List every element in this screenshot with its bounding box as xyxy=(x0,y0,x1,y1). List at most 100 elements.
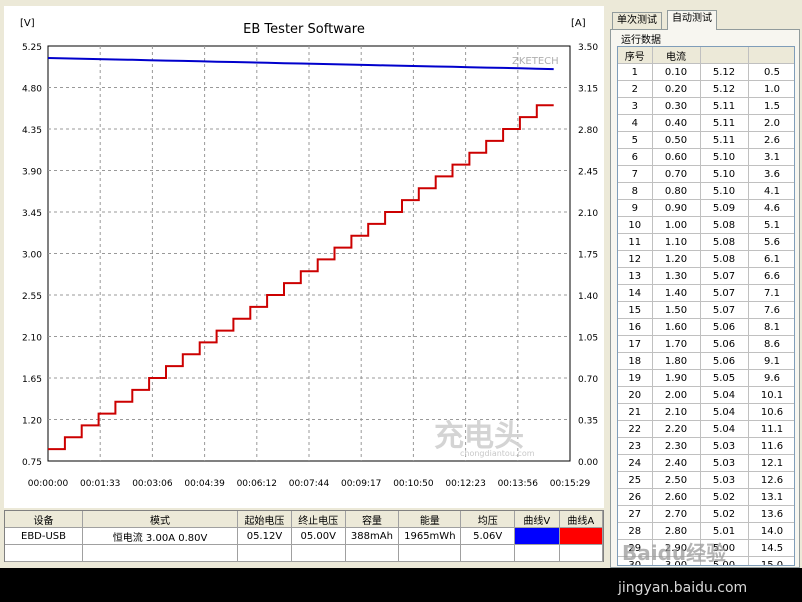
group-label-run-data: 运行数据 xyxy=(619,31,663,46)
table-row[interactable]: 17 1.70 5.06 8.6 xyxy=(618,335,794,353)
status-avg-voltage: 5.06V xyxy=(460,527,516,545)
table-row[interactable]: 7 0.70 5.10 3.6 xyxy=(618,165,794,183)
left-tick-label: 1.65 xyxy=(22,375,42,385)
table-cell: 12 xyxy=(618,250,653,268)
table-row[interactable]: 6 0.60 5.10 3.1 xyxy=(618,148,794,166)
table-cell: 5.11 xyxy=(700,114,749,132)
table-cell: 2.20 xyxy=(652,420,701,438)
table-row[interactable]: 19 1.90 5.05 9.6 xyxy=(618,369,794,387)
table-row[interactable]: 30 3.00 5.00 15.0 xyxy=(618,556,794,565)
curve-a-color-swatch[interactable] xyxy=(559,527,604,545)
status-mode: 恒电流 3.00A 0.80V xyxy=(82,527,239,545)
table-cell: 19 xyxy=(618,369,653,387)
table-row[interactable]: 23 2.30 5.03 11.6 xyxy=(618,437,794,455)
status-table: 设备 模式 起始电压 终止电压 容量 能量 均压 曲线V 曲线A EBD-USB… xyxy=(5,511,604,562)
table-row[interactable]: 5 0.50 5.11 2.6 xyxy=(618,131,794,149)
header-time[interactable] xyxy=(748,47,794,64)
right-unit-label: [A] xyxy=(571,18,586,29)
table-row[interactable]: 10 1.00 5.08 5.1 xyxy=(618,216,794,234)
table-row[interactable]: 20 2.00 5.04 10.1 xyxy=(618,386,794,404)
table-row[interactable]: 25 2.50 5.03 12.6 xyxy=(618,471,794,489)
table-cell: 2.40 xyxy=(652,454,701,472)
table-cell: 1.80 xyxy=(652,352,701,370)
table-cell: 5.04 xyxy=(700,386,749,404)
table-cell: 4.1 xyxy=(748,182,794,200)
tab-auto-test[interactable]: 自动测试 xyxy=(667,10,717,30)
table-cell: 5.05 xyxy=(700,369,749,387)
table-row[interactable]: 3 0.30 5.11 1.5 xyxy=(618,97,794,115)
table-row[interactable]: 15 1.50 5.07 7.6 xyxy=(618,301,794,319)
empty-cell xyxy=(5,544,84,562)
table-cell: 0.90 xyxy=(652,199,701,217)
table-cell: 14 xyxy=(618,284,653,302)
table-cell: 5.10 xyxy=(700,148,749,166)
left-tick-label: 3.45 xyxy=(22,209,42,219)
table-cell: 0.70 xyxy=(652,165,701,183)
x-tick-label: 00:03:06 xyxy=(132,479,173,489)
left-tick-label: 3.00 xyxy=(22,251,42,261)
grid xyxy=(47,45,571,462)
table-row[interactable]: 21 2.10 5.04 10.6 xyxy=(618,403,794,421)
x-tick-label: 00:10:50 xyxy=(393,479,434,489)
x-tick-label: 00:07:44 xyxy=(289,479,330,489)
table-cell: 2.6 xyxy=(748,131,794,149)
header-index[interactable]: 序号 xyxy=(618,47,653,64)
chart-area: EB Tester Software [V] [A] 5.25 4.80 4.35 3… xyxy=(4,6,604,508)
status-value-row: EBD-USB 恒电流 3.00A 0.80V 05.12V 05.00V 38… xyxy=(5,527,604,545)
table-cell: 5.09 xyxy=(700,199,749,217)
table-cell: 2.30 xyxy=(652,437,701,455)
table-row[interactable]: 11 1.10 5.08 5.6 xyxy=(618,233,794,251)
table-row[interactable]: 26 2.60 5.02 13.1 xyxy=(618,488,794,506)
table-row[interactable]: 22 2.20 5.04 11.1 xyxy=(618,420,794,438)
run-data-table-container[interactable]: 序号 电流 1 0.10 5.12 0.5 2 0.20 5.12 1.0 3 0.30 5.11 1… xyxy=(617,46,795,566)
status-header-energy: 能量 xyxy=(398,511,462,528)
table-cell: 5.11 xyxy=(700,131,749,149)
table-cell: 5.12 xyxy=(700,80,749,98)
table-row[interactable]: 18 1.80 5.06 9.1 xyxy=(618,352,794,370)
table-row[interactable]: 24 2.40 5.03 12.1 xyxy=(618,454,794,472)
table-row[interactable]: 4 0.40 5.11 2.0 xyxy=(618,114,794,132)
status-empty-row xyxy=(5,544,604,562)
table-cell: 5.6 xyxy=(748,233,794,251)
table-row[interactable]: 27 2.70 5.02 13.6 xyxy=(618,505,794,523)
x-tick-label: 00:00:00 xyxy=(28,479,69,489)
table-cell: 5.06 xyxy=(700,318,749,336)
table-row[interactable]: 14 1.40 5.07 7.1 xyxy=(618,284,794,302)
table-cell: 28 xyxy=(618,522,653,540)
table-cell: 0.80 xyxy=(652,182,701,200)
table-cell: 4 xyxy=(618,114,653,132)
table-cell: 10.6 xyxy=(748,403,794,421)
table-cell: 26 xyxy=(618,488,653,506)
header-current[interactable]: 电流 xyxy=(652,47,701,64)
table-row[interactable]: 28 2.80 5.01 14.0 xyxy=(618,522,794,540)
table-row[interactable]: 9 0.90 5.09 4.6 xyxy=(618,199,794,217)
table-row[interactable]: 29 2.90 5.00 14.5 xyxy=(618,539,794,557)
table-cell: 8.6 xyxy=(748,335,794,353)
table-row[interactable]: 16 1.60 5.06 8.1 xyxy=(618,318,794,336)
right-tick-label: 3.50 xyxy=(578,43,598,53)
table-cell: 13.6 xyxy=(748,505,794,523)
table-cell: 11.1 xyxy=(748,420,794,438)
table-cell: 2.10 xyxy=(652,403,701,421)
table-cell: 5.07 xyxy=(700,301,749,319)
right-tick-label: 2.45 xyxy=(578,168,598,178)
right-axis: 3.50 3.15 2.80 2.45 2.10 1.75 1.40 1.05 0.70 0.35… xyxy=(578,43,598,468)
table-cell: 5.00 xyxy=(700,556,749,565)
table-row[interactable]: 12 1.20 5.08 6.1 xyxy=(618,250,794,268)
left-tick-label: 2.55 xyxy=(22,292,42,302)
table-row[interactable]: 13 1.30 5.07 6.6 xyxy=(618,267,794,285)
table-row[interactable]: 8 0.80 5.10 4.1 xyxy=(618,182,794,200)
curve-v-color-swatch[interactable] xyxy=(514,527,560,545)
header-voltage[interactable] xyxy=(700,47,749,64)
table-row[interactable]: 2 0.20 5.12 1.0 xyxy=(618,80,794,98)
table-cell: 9 xyxy=(618,199,653,217)
table-row[interactable]: 1 0.10 5.12 0.5 xyxy=(618,63,794,81)
table-cell: 5.07 xyxy=(700,284,749,302)
left-tick-label: 3.90 xyxy=(22,168,42,178)
status-end-voltage: 05.00V xyxy=(291,527,346,545)
status-energy: 1965mWh xyxy=(398,527,462,545)
table-cell: 5.04 xyxy=(700,403,749,421)
right-tick-label: 2.80 xyxy=(578,126,598,136)
tab-single-test[interactable]: 单次测试 xyxy=(612,12,662,29)
run-data-header-row: 序号 电流 xyxy=(618,47,794,64)
